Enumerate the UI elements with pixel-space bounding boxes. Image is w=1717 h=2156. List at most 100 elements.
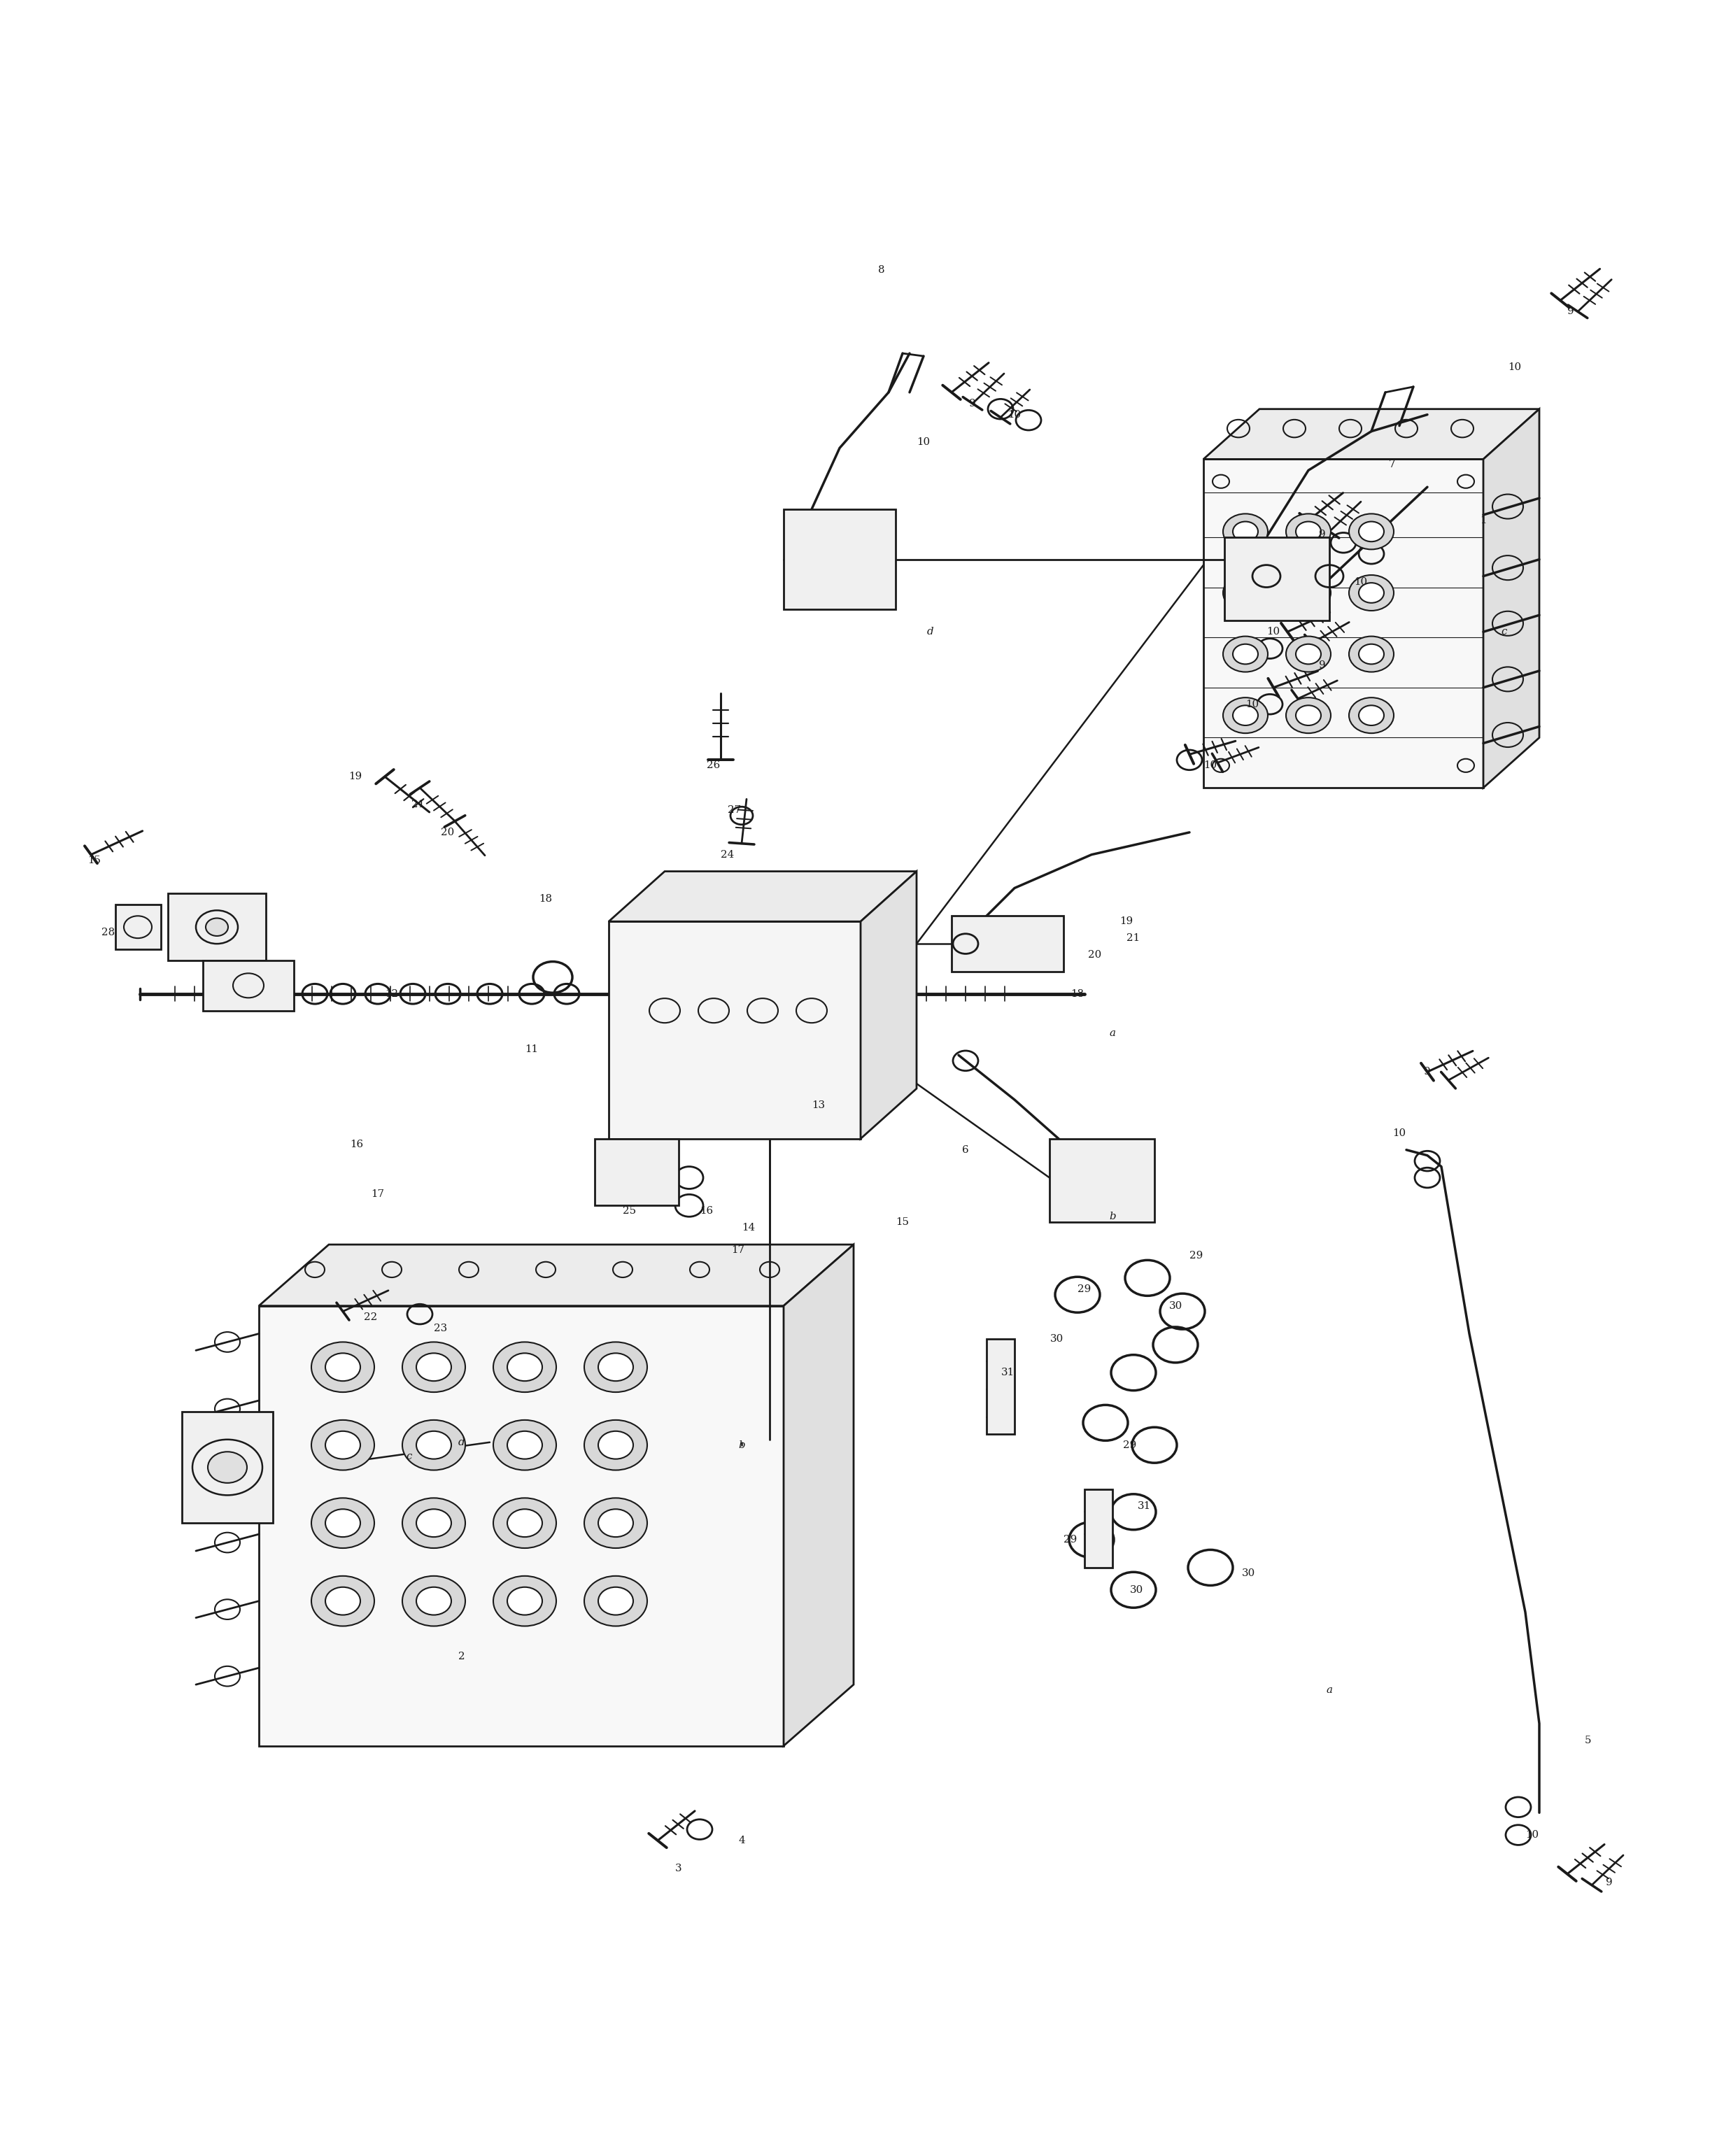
- Text: 20: 20: [441, 828, 455, 837]
- Text: 5: 5: [1585, 1736, 1592, 1744]
- Text: 10: 10: [1247, 699, 1259, 709]
- Text: 10: 10: [1267, 627, 1281, 636]
- Ellipse shape: [1233, 582, 1259, 604]
- Ellipse shape: [507, 1354, 543, 1382]
- Text: 12: 12: [385, 990, 398, 998]
- Ellipse shape: [325, 1587, 361, 1615]
- Text: 30: 30: [1049, 1335, 1063, 1343]
- Text: 9: 9: [1568, 306, 1574, 317]
- Ellipse shape: [598, 1354, 634, 1382]
- Text: 31: 31: [1137, 1501, 1150, 1511]
- Ellipse shape: [598, 1432, 634, 1460]
- Text: 21: 21: [1126, 934, 1140, 942]
- Polygon shape: [259, 1244, 853, 1307]
- Ellipse shape: [1296, 582, 1320, 604]
- Text: a: a: [1109, 1028, 1116, 1037]
- Ellipse shape: [598, 1509, 634, 1537]
- Ellipse shape: [1223, 699, 1267, 733]
- Text: 9: 9: [1605, 1878, 1612, 1886]
- Ellipse shape: [584, 1498, 647, 1548]
- Text: 10: 10: [1392, 1128, 1406, 1138]
- Polygon shape: [610, 921, 860, 1138]
- Ellipse shape: [584, 1341, 647, 1393]
- Text: 19: 19: [1119, 916, 1133, 927]
- Ellipse shape: [402, 1498, 465, 1548]
- Text: 30: 30: [1130, 1585, 1144, 1595]
- Ellipse shape: [402, 1421, 465, 1470]
- Ellipse shape: [311, 1498, 374, 1548]
- Text: 29: 29: [1078, 1285, 1092, 1294]
- Text: 20: 20: [1089, 951, 1102, 959]
- Ellipse shape: [1233, 645, 1259, 664]
- Text: c: c: [407, 1451, 412, 1462]
- Ellipse shape: [1296, 705, 1320, 724]
- Text: 10: 10: [1355, 578, 1367, 586]
- Ellipse shape: [1358, 522, 1384, 541]
- Text: 29: 29: [1123, 1440, 1137, 1451]
- Text: 19: 19: [349, 772, 362, 783]
- Text: 17: 17: [371, 1190, 385, 1199]
- Ellipse shape: [493, 1498, 556, 1548]
- Text: 10: 10: [1008, 410, 1022, 420]
- Polygon shape: [1204, 410, 1538, 459]
- Text: 21: 21: [412, 800, 426, 808]
- Text: 9: 9: [968, 399, 975, 407]
- Text: d: d: [458, 1438, 465, 1447]
- Text: 24: 24: [721, 849, 735, 860]
- Text: 7: 7: [1389, 459, 1396, 470]
- Polygon shape: [1204, 459, 1483, 787]
- Polygon shape: [115, 906, 161, 949]
- Ellipse shape: [1358, 705, 1384, 724]
- Ellipse shape: [402, 1341, 465, 1393]
- Text: 10: 10: [917, 438, 931, 446]
- Text: 30: 30: [1241, 1567, 1255, 1578]
- Ellipse shape: [1223, 636, 1267, 673]
- Polygon shape: [987, 1339, 1015, 1434]
- Text: 29: 29: [1065, 1535, 1077, 1544]
- Text: 16: 16: [701, 1205, 713, 1216]
- Text: 9: 9: [1423, 1067, 1430, 1076]
- Text: 11: 11: [525, 1046, 539, 1054]
- Polygon shape: [203, 959, 294, 1011]
- Ellipse shape: [311, 1421, 374, 1470]
- Polygon shape: [783, 1244, 853, 1746]
- Polygon shape: [1483, 410, 1538, 787]
- Polygon shape: [1085, 1490, 1113, 1567]
- Ellipse shape: [1233, 705, 1259, 724]
- Text: 3: 3: [675, 1863, 682, 1874]
- Ellipse shape: [584, 1421, 647, 1470]
- Text: 30: 30: [1169, 1300, 1183, 1311]
- Text: 28: 28: [101, 927, 115, 938]
- Ellipse shape: [507, 1432, 543, 1460]
- Text: 15: 15: [896, 1218, 910, 1227]
- Polygon shape: [610, 871, 917, 921]
- Ellipse shape: [1286, 636, 1331, 673]
- Ellipse shape: [1350, 699, 1394, 733]
- Ellipse shape: [493, 1421, 556, 1470]
- Text: d: d: [927, 627, 934, 636]
- Text: 31: 31: [1001, 1367, 1015, 1378]
- Ellipse shape: [1233, 522, 1259, 541]
- Ellipse shape: [416, 1432, 452, 1460]
- Ellipse shape: [325, 1509, 361, 1537]
- Ellipse shape: [1223, 513, 1267, 550]
- Text: 15: 15: [88, 856, 101, 865]
- Ellipse shape: [507, 1509, 543, 1537]
- Text: 22: 22: [364, 1313, 378, 1322]
- Text: 4: 4: [738, 1835, 745, 1846]
- Ellipse shape: [208, 1451, 247, 1483]
- Text: 23: 23: [434, 1324, 448, 1332]
- Ellipse shape: [1350, 636, 1394, 673]
- Text: 29: 29: [1190, 1250, 1204, 1261]
- Text: 10: 10: [1508, 362, 1521, 373]
- Text: 13: 13: [812, 1100, 826, 1110]
- Text: a: a: [1326, 1686, 1332, 1695]
- Ellipse shape: [311, 1576, 374, 1626]
- Ellipse shape: [402, 1576, 465, 1626]
- Ellipse shape: [493, 1341, 556, 1393]
- Polygon shape: [1224, 537, 1329, 621]
- Ellipse shape: [1358, 582, 1384, 604]
- Text: c: c: [1501, 627, 1508, 636]
- Ellipse shape: [416, 1509, 452, 1537]
- Text: 14: 14: [742, 1222, 755, 1233]
